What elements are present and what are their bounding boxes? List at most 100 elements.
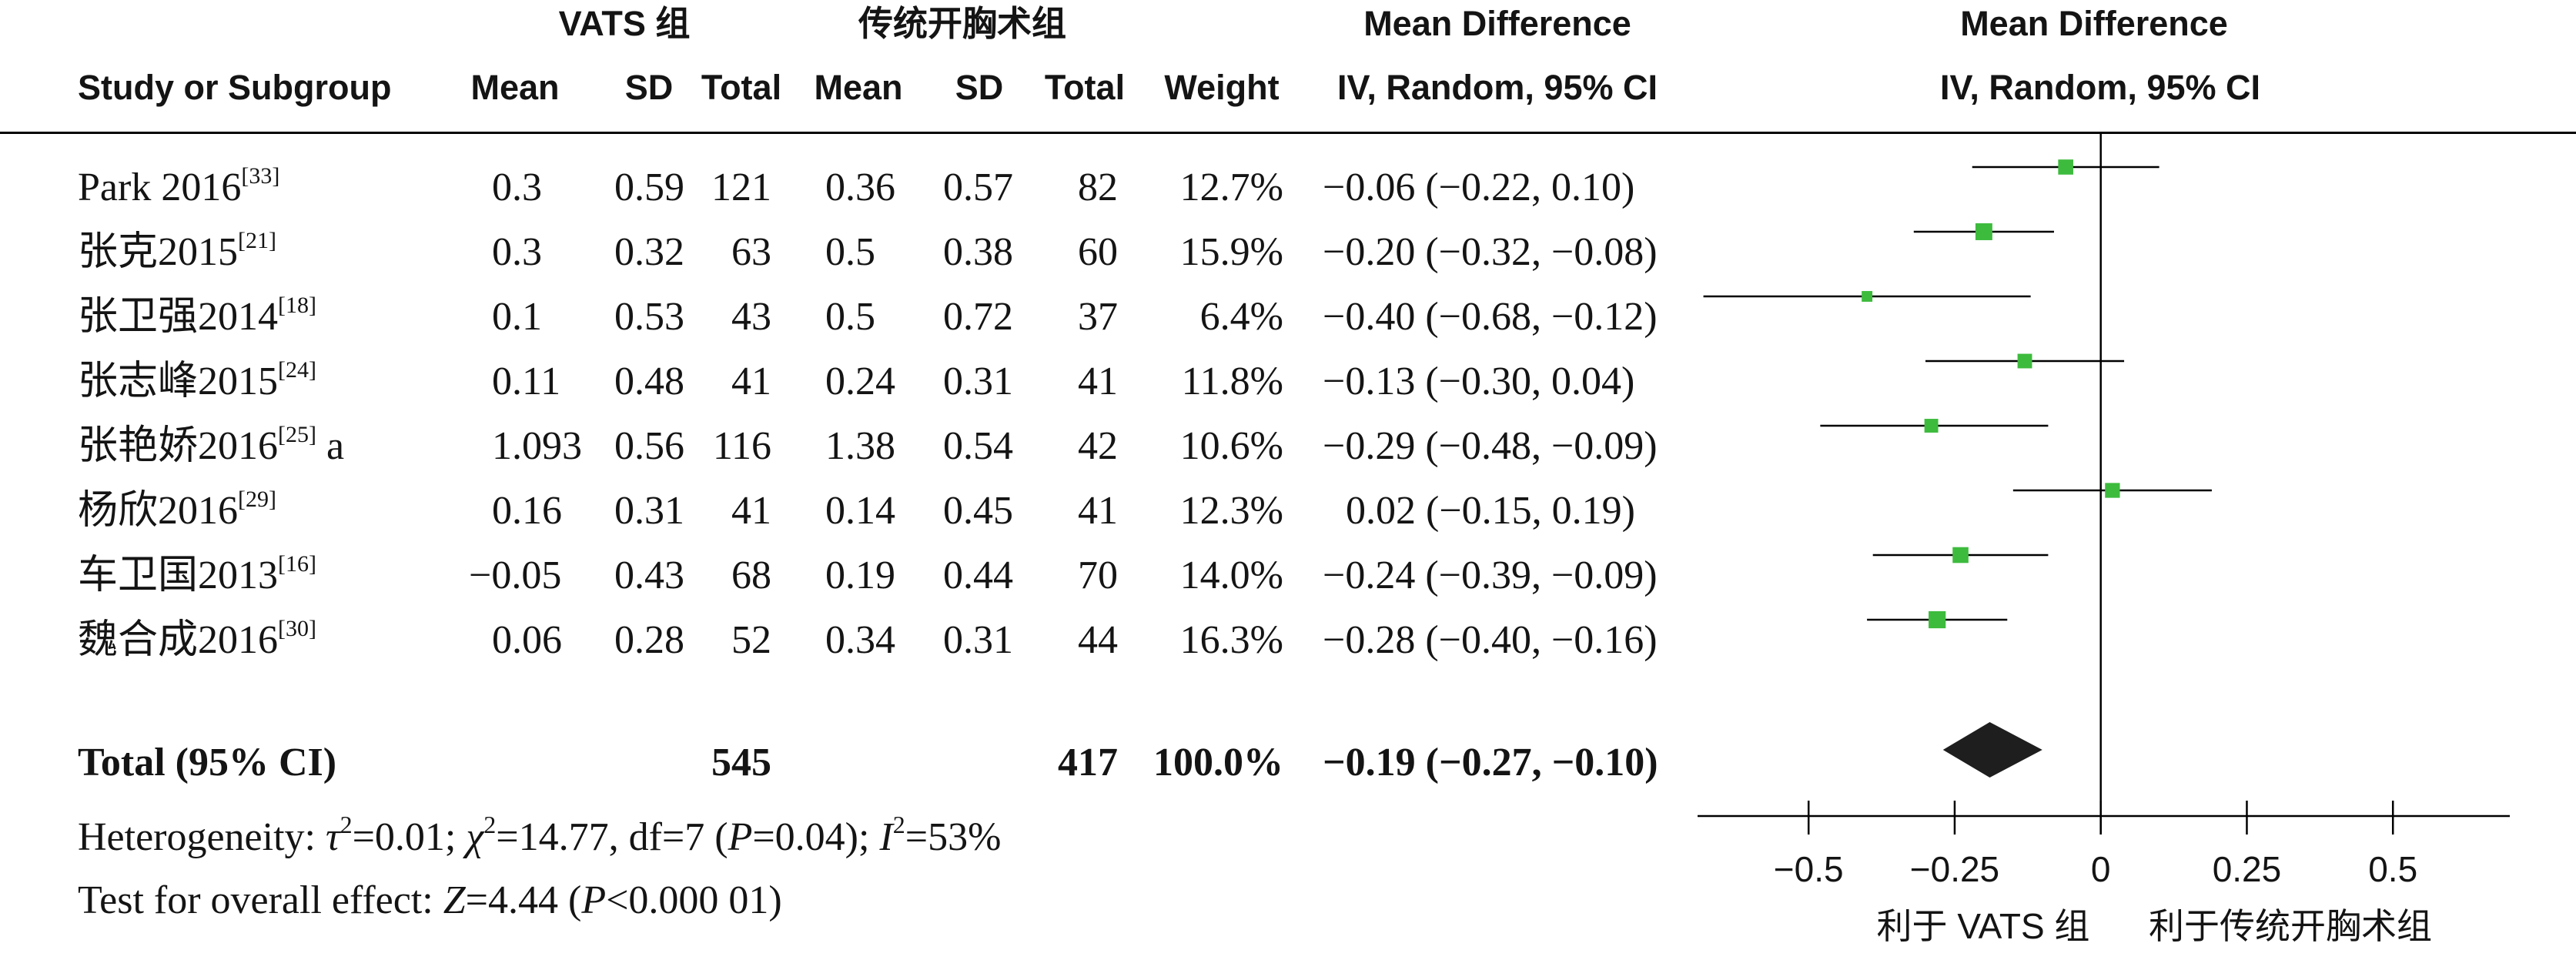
study-name: 魏合成2016 — [78, 618, 279, 662]
open-mean-cell: 0.24 — [825, 360, 895, 403]
open-mean-cell: 0.34 — [825, 618, 895, 662]
vats-sd-cell: 0.53 — [614, 295, 684, 339]
effect-size-marker — [1862, 291, 1873, 302]
weight-cell: 16.3% — [1179, 618, 1283, 662]
study-row: 张志峰2015[24] 0.11 0.48 41 0.24 0.31 41 11.8% −0.1… — [0, 359, 1694, 405]
overall-effect-segment: Test for overall effect: — [78, 878, 443, 922]
overall-effect-test: Test for overall effect: Z=4.44 (P<0.000… — [78, 881, 782, 921]
open-mean-cell: 0.36 — [825, 166, 895, 209]
effect-size-marker — [2017, 353, 2032, 369]
overall-effect-segment: P — [581, 878, 607, 922]
vats-mean-cell: 0.11 — [492, 360, 561, 403]
heterogeneity-segment: I — [879, 815, 893, 859]
study-name: 张志峰2015 — [78, 360, 279, 403]
favours-open-thoracotomy-label: 利于传统开胸术组 — [2149, 906, 2432, 946]
open-sd-cell: 0.72 — [943, 295, 1013, 339]
weight-cell: 10.6% — [1179, 424, 1283, 468]
vats-sd-cell: 0.43 — [614, 554, 684, 597]
vats-total-cell: 121 — [711, 166, 771, 209]
heterogeneity-segment: 2 — [483, 811, 497, 838]
heterogeneity-segment: =0.04); — [752, 815, 880, 859]
favours-vats-label: 利于 VATS 组 — [1876, 906, 2090, 946]
header-vats-sd: SD — [624, 68, 674, 107]
open-total-cell: 37 — [1078, 295, 1118, 339]
study-name-cell: Park 2016[33] — [78, 165, 279, 209]
mean-difference-ci-cell: 0.02 (−0.15, 0.19) — [1346, 489, 1635, 533]
vats-mean-cell: −0.05 — [469, 554, 562, 597]
study-reference: [21] — [238, 228, 276, 253]
study-name-cell: 魏合成2016[30] — [78, 617, 316, 662]
total-vats-count: 545 — [711, 741, 771, 784]
open-sd-cell: 0.31 — [943, 618, 1013, 662]
x-tick-label: −0.5 — [1774, 849, 1844, 889]
heterogeneity-segment: =53% — [905, 815, 1002, 859]
effect-size-marker — [2105, 483, 2120, 498]
vats-total-cell: 43 — [731, 295, 771, 339]
x-tick-label: −0.25 — [1910, 849, 1999, 889]
vats-mean-cell: 1.093 — [492, 424, 582, 468]
open-mean-cell: 0.14 — [825, 489, 895, 533]
weight-cell: 14.0% — [1179, 554, 1283, 597]
total-label: Total (95% CI) — [78, 741, 337, 784]
weight-cell: 11.8% — [1181, 360, 1283, 403]
open-mean-cell: 1.38 — [825, 424, 895, 468]
study-reference: [24] — [278, 357, 316, 383]
study-name-cell: 张克2015[21] — [78, 229, 276, 273]
vats-mean-cell: 0.06 — [492, 618, 562, 662]
open-mean-cell: 0.5 — [825, 230, 875, 274]
vats-mean-cell: 0.3 — [492, 166, 542, 209]
open-sd-cell: 0.45 — [943, 489, 1013, 533]
study-name-cell: 张卫强2014[18] — [78, 294, 316, 337]
weight-cell: 15.9% — [1179, 230, 1283, 274]
vats-total-cell: 68 — [731, 554, 771, 597]
study-reference: [29] — [238, 487, 276, 512]
header-effect-method: IV, Random, 95% CI — [1337, 68, 1658, 107]
header-open-sd: SD — [955, 68, 1004, 107]
vats-sd-cell: 0.59 — [614, 166, 684, 209]
study-row: 杨欣2016[29] 0.16 0.31 41 0.14 0.45 41 12.3% 0.02 … — [0, 488, 1694, 534]
vats-sd-cell: 0.56 — [614, 424, 684, 468]
total-weight: 100.0% — [1153, 741, 1283, 784]
study-name: 张艳娇2016 — [78, 424, 279, 468]
overall-effect-segment: Z — [443, 878, 466, 922]
study-reference: [25] — [278, 422, 316, 447]
study-name: 车卫国2013 — [78, 554, 279, 597]
heterogeneity-segment: =0.01; — [352, 815, 467, 859]
header-vats-mean: Mean — [470, 68, 560, 107]
study-name: 杨欣2016 — [78, 489, 239, 533]
heterogeneity-statistics: Heterogeneity: τ2=0.01; χ2=14.77, df=7 (… — [78, 812, 1002, 859]
open-total-cell: 70 — [1078, 554, 1118, 597]
header-open-total: Total — [1044, 68, 1126, 107]
header-plot-title: Mean Difference — [1960, 4, 2228, 43]
header-plot-method: IV, Random, 95% CI — [1940, 68, 2260, 107]
effect-size-marker — [1929, 610, 1946, 629]
study-row: 张克2015[21] 0.3 0.32 63 0.5 0.38 60 15.9% −0.20 (… — [0, 229, 1694, 276]
weight-cell: 6.4% — [1199, 295, 1283, 339]
vats-sd-cell: 0.32 — [614, 230, 684, 274]
study-row: 张艳娇2016[25] a 1.093 0.56 116 1.38 0.54 42 10.6%… — [0, 423, 1694, 470]
open-total-cell: 42 — [1078, 424, 1118, 468]
study-name: Park 2016 — [78, 166, 242, 209]
vats-total-cell: 116 — [712, 424, 771, 468]
vats-sd-cell: 0.28 — [614, 618, 684, 662]
study-reference: [18] — [278, 293, 316, 318]
mean-difference-ci-cell: −0.28 (−0.40, −0.16) — [1323, 618, 1658, 662]
weight-cell: 12.3% — [1179, 489, 1283, 533]
open-sd-cell: 0.54 — [943, 424, 1013, 468]
open-sd-cell: 0.31 — [943, 360, 1013, 403]
vats-mean-cell: 0.16 — [492, 489, 562, 533]
total-row: Total (95% CI) 545 417 100.0% −0.19 (−0.27, … — [0, 743, 1694, 786]
total-mean-difference-ci: −0.19 (−0.27, −0.10) — [1323, 741, 1658, 784]
heterogeneity-segment: 2 — [340, 811, 353, 838]
header-effect-title: Mean Difference — [1363, 4, 1631, 43]
header-study-column: Study or Subgroup — [78, 68, 392, 107]
heterogeneity-segment: Heterogeneity: — [78, 815, 326, 859]
mean-difference-ci-cell: −0.29 (−0.48, −0.09) — [1323, 424, 1658, 468]
open-total-cell: 44 — [1078, 618, 1118, 662]
header-open-mean: Mean — [814, 68, 903, 107]
study-row: Park 2016[33] 0.3 0.59 121 0.36 0.57 82 12.7% −0… — [0, 165, 1694, 211]
open-sd-cell: 0.57 — [943, 166, 1013, 209]
vats-mean-cell: 0.1 — [492, 295, 542, 339]
study-reference: [16] — [278, 551, 316, 577]
